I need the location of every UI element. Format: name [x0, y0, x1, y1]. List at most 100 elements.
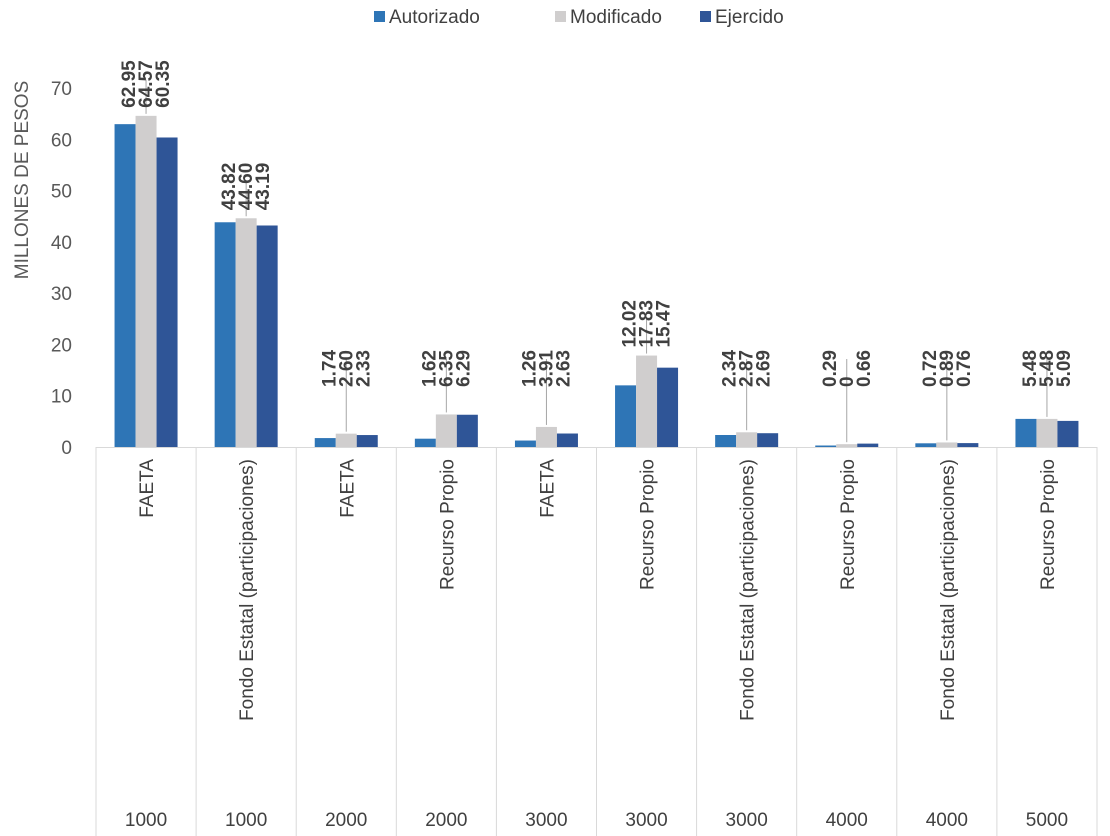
data-label-modificado-6: 17.83 — [637, 300, 658, 348]
bar-ejercido-8 — [857, 443, 879, 447]
x-group-label: 4000 — [926, 810, 968, 831]
data-label-ejercido-1: 60.35 — [153, 60, 174, 108]
bar-modificado-5 — [535, 426, 557, 447]
y-tick-label: 70 — [51, 79, 72, 100]
data-label-autorizado-1: 62.95 — [119, 60, 140, 108]
legend: Autorizado Modificado Ejercido — [374, 7, 784, 28]
bar-modificado-8 — [836, 444, 858, 447]
bar-modificado-6 — [636, 355, 658, 447]
data-label-modificado-3: 2.60 — [336, 350, 357, 387]
x-group-label: 2000 — [425, 810, 467, 831]
x-group-label: 5000 — [1026, 810, 1068, 831]
bar-autorizado-3 — [314, 438, 336, 447]
data-label-modificado-4: 6.35 — [436, 350, 457, 387]
bar-autorizado-5 — [514, 440, 536, 447]
data-label-ejercido-8: 0.66 — [854, 350, 875, 387]
bar-ejercido-7 — [757, 433, 779, 447]
data-label-modificado-2: 44.60 — [236, 163, 257, 211]
data-label-modificado-5: 3.91 — [536, 350, 557, 387]
x-axis: FAETA 1000 Fondo Estatal (participaciones)… — [95, 447, 1098, 836]
x-category-label: Fondo Estatal (participaciones) — [237, 459, 258, 721]
bar-autorizado-8 — [815, 445, 837, 447]
bar-autorizado-6 — [615, 385, 637, 447]
legend-swatch-3 — [700, 11, 711, 22]
x-category-label: FAETA — [537, 459, 558, 518]
x-category-label: Recurso Propio — [838, 459, 859, 590]
data-label-modificado-1: 64.57 — [136, 60, 157, 108]
x-category-label: Recurso Propio — [638, 459, 659, 590]
bar-ejercido-9 — [957, 443, 979, 447]
data-label-modificado-10: 5.48 — [1037, 350, 1058, 387]
data-label-autorizado-9: 0.72 — [920, 350, 941, 387]
y-tick-label: 30 — [51, 284, 72, 305]
y-axis-label: MILLONES DE PESOS — [12, 81, 33, 280]
legend-label-3: Ejercido — [715, 7, 784, 28]
data-label-autorizado-4: 1.62 — [419, 350, 440, 387]
bar-modificado-9 — [936, 442, 958, 447]
data-label-ejercido-7: 2.69 — [754, 350, 775, 387]
y-tick-label: 40 — [51, 233, 72, 254]
data-label-autorizado-5: 1.26 — [519, 350, 540, 387]
data-label-autorizado-2: 43.82 — [219, 163, 240, 211]
bar-autorizado-1 — [114, 124, 136, 447]
y-tick-label: 50 — [51, 182, 72, 203]
x-group-label: 2000 — [325, 810, 367, 831]
bar-modificado-10 — [1036, 418, 1058, 447]
x-group-label: 1000 — [125, 810, 167, 831]
data-label-ejercido-6: 15.47 — [654, 300, 675, 348]
data-label-autorizado-6: 12.02 — [620, 300, 641, 348]
bar-autorizado-10 — [1015, 418, 1037, 447]
bar-ejercido-4 — [456, 414, 478, 447]
x-category-label: Fondo Estatal (participaciones) — [738, 459, 759, 721]
bar-autorizado-4 — [414, 438, 436, 447]
legend-label-1: Autorizado — [389, 7, 480, 28]
bar-modificado-2 — [235, 218, 257, 447]
data-label-modificado-8: 0 — [837, 376, 858, 387]
bar-ejercido-5 — [556, 433, 578, 447]
y-tick-label: 60 — [51, 130, 72, 151]
x-group-label: 3000 — [726, 810, 768, 831]
x-group-label: 4000 — [826, 810, 868, 831]
bar-modificado-4 — [435, 414, 457, 447]
bar-ejercido-3 — [356, 435, 378, 447]
data-label-autorizado-10: 5.48 — [1020, 350, 1041, 387]
bar-autorizado-2 — [214, 222, 236, 447]
y-tick-label: 10 — [51, 387, 72, 408]
bar-ejercido-1 — [156, 137, 178, 447]
x-category-label: Recurso Propio — [437, 459, 458, 590]
data-label-ejercido-10: 5.09 — [1054, 350, 1075, 387]
bar-autorizado-9 — [915, 443, 937, 447]
x-category-label: Fondo Estatal (participaciones) — [938, 459, 959, 721]
data-label-autorizado-3: 1.74 — [319, 350, 340, 387]
y-axis: 0 10 20 30 40 50 60 70 — [51, 79, 72, 459]
bar-autorizado-7 — [715, 434, 737, 447]
data-label-ejercido-4: 6.29 — [453, 350, 474, 387]
data-label-ejercido-9: 0.76 — [954, 350, 975, 387]
bars — [114, 115, 1079, 447]
y-tick-label: 20 — [51, 335, 72, 356]
data-label-modificado-7: 2.87 — [737, 350, 758, 387]
x-category-label: FAETA — [137, 459, 158, 518]
x-category-label: FAETA — [337, 459, 358, 518]
x-group-label: 3000 — [625, 810, 667, 831]
bar-modificado-7 — [736, 432, 758, 447]
x-group-label: 3000 — [525, 810, 567, 831]
data-label-ejercido-5: 2.63 — [553, 350, 574, 387]
data-label-autorizado-7: 2.34 — [720, 350, 741, 387]
legend-swatch-2 — [555, 11, 566, 22]
x-group-label: 1000 — [225, 810, 267, 831]
data-labels: 62.9564.5760.3543.8244.6043.191.742.602.… — [119, 60, 1075, 443]
legend-label-2: Modificado — [570, 7, 662, 28]
x-category-label: Recurso Propio — [1038, 459, 1059, 590]
data-label-autorizado-8: 0.29 — [820, 350, 841, 387]
y-tick-label: 0 — [61, 438, 72, 459]
data-label-ejercido-2: 43.19 — [253, 163, 274, 211]
data-label-ejercido-3: 2.33 — [353, 350, 374, 387]
bar-ejercido-6 — [657, 367, 679, 447]
legend-swatch-1 — [374, 11, 385, 22]
bar-ejercido-2 — [256, 225, 278, 447]
bar-ejercido-10 — [1057, 420, 1079, 447]
bar-modificado-3 — [335, 433, 357, 447]
bar-modificado-1 — [135, 115, 157, 447]
